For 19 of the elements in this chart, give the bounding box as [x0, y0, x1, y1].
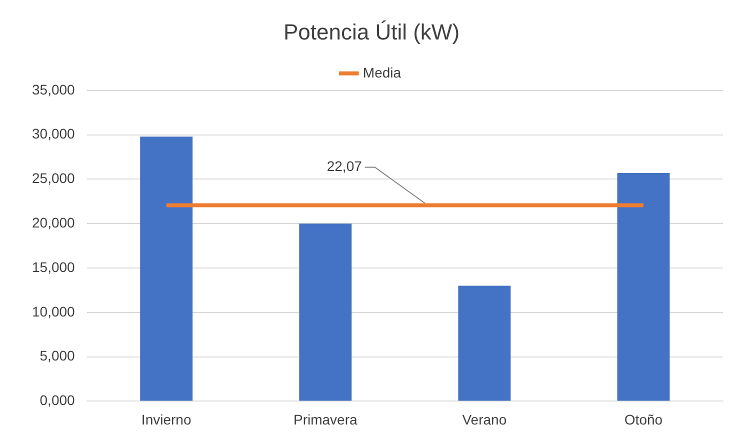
bar	[617, 172, 670, 401]
bar	[458, 286, 511, 401]
y-tick-label: 35,000	[32, 81, 76, 98]
y-tick-label: 5,000	[40, 348, 76, 364]
annotation: 22,07	[326, 158, 362, 174]
y-tick-label: 10,000	[32, 303, 76, 320]
y-tick-label: 0,000	[40, 392, 76, 408]
x-tick-label: Otoño	[624, 411, 663, 428]
x-tick-label: Primavera	[293, 411, 358, 428]
y-tick-label: 30,000	[32, 126, 76, 142]
legend-label: Media	[362, 64, 402, 80]
bar	[299, 224, 352, 401]
y-tick-label: 20,000	[32, 214, 76, 230]
y-tick-label: 15,000	[32, 258, 76, 275]
x-tick-label: Verano	[462, 411, 507, 428]
y-tick-label: 25,000	[32, 170, 76, 186]
chart-title: Potencia Útil (kW)	[283, 19, 460, 44]
bar	[140, 136, 193, 401]
x-tick-label: Invierno	[141, 411, 192, 428]
